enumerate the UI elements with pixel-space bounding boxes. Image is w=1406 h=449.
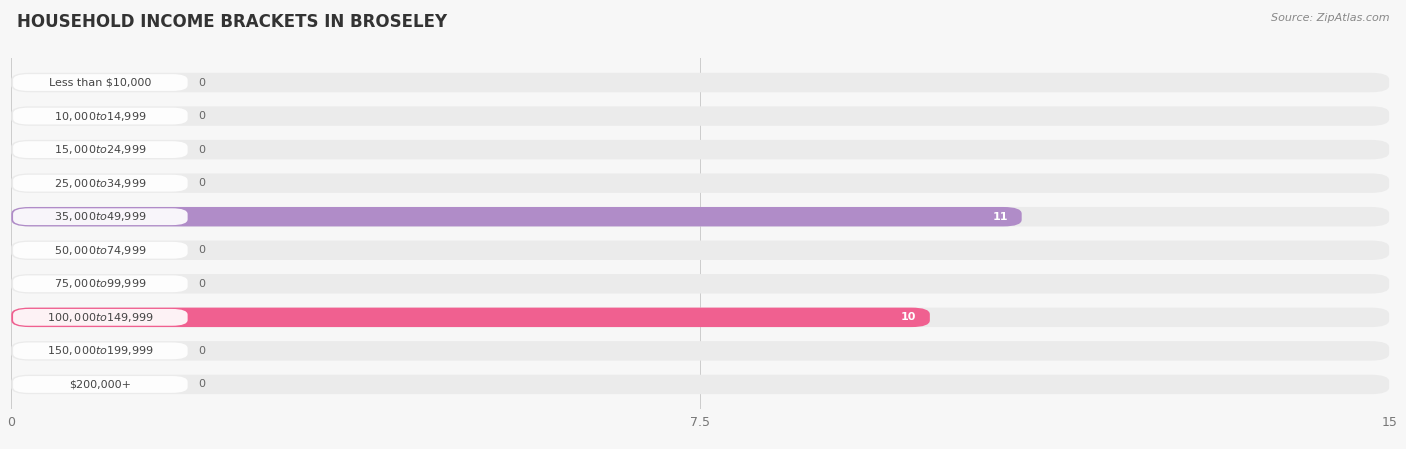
Text: 0: 0	[198, 279, 205, 289]
Text: $75,000 to $99,999: $75,000 to $99,999	[53, 277, 146, 291]
FancyBboxPatch shape	[11, 341, 1389, 361]
Text: $100,000 to $149,999: $100,000 to $149,999	[46, 311, 153, 324]
Text: 0: 0	[198, 111, 205, 121]
FancyBboxPatch shape	[11, 173, 1389, 193]
FancyBboxPatch shape	[11, 308, 1389, 327]
FancyBboxPatch shape	[13, 309, 187, 326]
FancyBboxPatch shape	[11, 375, 1389, 394]
Text: $15,000 to $24,999: $15,000 to $24,999	[53, 143, 146, 156]
Text: $200,000+: $200,000+	[69, 379, 131, 389]
Text: 0: 0	[198, 245, 205, 255]
FancyBboxPatch shape	[13, 108, 187, 124]
FancyBboxPatch shape	[11, 140, 1389, 159]
Text: Source: ZipAtlas.com: Source: ZipAtlas.com	[1271, 13, 1389, 23]
FancyBboxPatch shape	[11, 241, 1389, 260]
Text: Less than $10,000: Less than $10,000	[49, 78, 152, 88]
FancyBboxPatch shape	[13, 275, 187, 292]
Text: 0: 0	[198, 178, 205, 188]
Text: $150,000 to $199,999: $150,000 to $199,999	[46, 344, 153, 357]
FancyBboxPatch shape	[11, 308, 929, 327]
Text: $10,000 to $14,999: $10,000 to $14,999	[53, 110, 146, 123]
FancyBboxPatch shape	[13, 141, 187, 158]
FancyBboxPatch shape	[11, 274, 1389, 294]
Text: 11: 11	[993, 212, 1008, 222]
Text: $25,000 to $34,999: $25,000 to $34,999	[53, 176, 146, 189]
Text: HOUSEHOLD INCOME BRACKETS IN BROSELEY: HOUSEHOLD INCOME BRACKETS IN BROSELEY	[17, 13, 447, 31]
Text: 0: 0	[198, 145, 205, 154]
FancyBboxPatch shape	[11, 73, 1389, 92]
FancyBboxPatch shape	[13, 242, 187, 259]
FancyBboxPatch shape	[13, 175, 187, 192]
FancyBboxPatch shape	[11, 207, 1022, 226]
Text: 10: 10	[901, 313, 917, 322]
Text: 0: 0	[198, 78, 205, 88]
Text: $35,000 to $49,999: $35,000 to $49,999	[53, 210, 146, 223]
Text: $50,000 to $74,999: $50,000 to $74,999	[53, 244, 146, 257]
FancyBboxPatch shape	[13, 343, 187, 359]
Text: 0: 0	[198, 379, 205, 389]
FancyBboxPatch shape	[13, 376, 187, 393]
FancyBboxPatch shape	[11, 207, 1389, 226]
FancyBboxPatch shape	[13, 74, 187, 91]
FancyBboxPatch shape	[13, 208, 187, 225]
FancyBboxPatch shape	[11, 106, 1389, 126]
Text: 0: 0	[198, 346, 205, 356]
